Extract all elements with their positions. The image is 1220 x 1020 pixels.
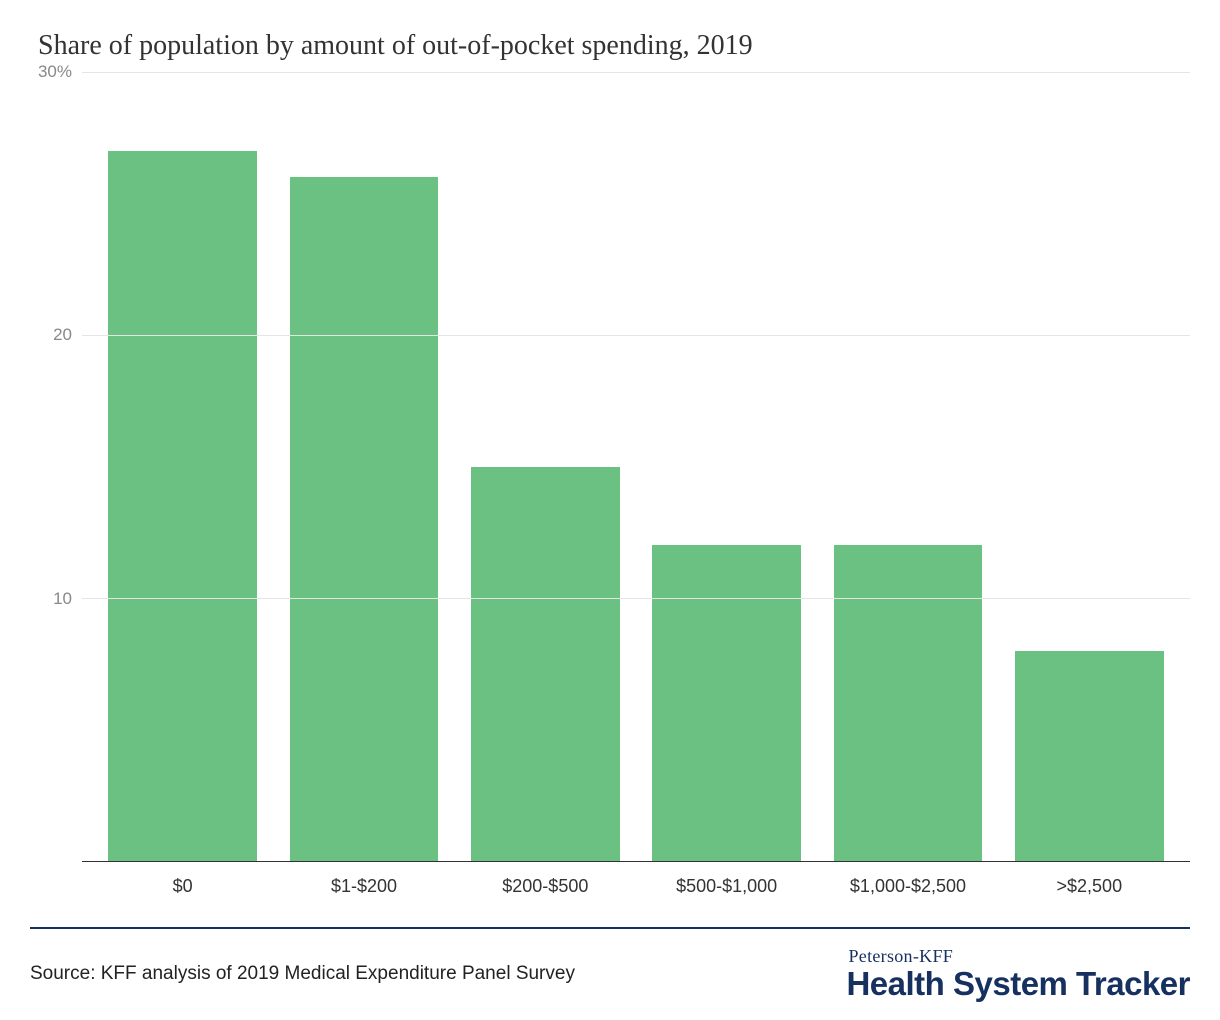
gridline [82,335,1190,336]
bars-group [82,72,1190,861]
bar-slot [92,72,273,861]
x-tick-label: $200-$500 [455,876,636,897]
x-tick-label: $1,000-$2,500 [817,876,998,897]
x-tick-label: $0 [92,876,273,897]
logo-top-line: Peterson-KFF [846,947,1190,965]
plot-region [82,72,1190,862]
bar [652,545,801,861]
bar [290,177,439,861]
y-tick-label: 30% [38,62,72,82]
bar-slot [273,72,454,861]
bar-slot [817,72,998,861]
bar [834,545,983,861]
logo-main-line: Health System Tracker [846,967,1190,1000]
x-tick-label: >$2,500 [999,876,1180,897]
bar-slot [455,72,636,861]
y-tick-label: 10 [53,589,72,609]
gridline [82,598,1190,599]
bar [471,467,620,862]
x-tick-label: $1-$200 [273,876,454,897]
bar-slot [636,72,817,861]
y-tick-label: 20 [53,325,72,345]
source-text: Source: KFF analysis of 2019 Medical Exp… [30,963,575,985]
chart-title: Share of population by amount of out-of-… [30,30,1190,62]
bar [1015,651,1164,861]
bar-slot [999,72,1180,861]
gridline [82,72,1190,73]
chart-container: Share of population by amount of out-of-… [30,30,1190,1000]
logo: Peterson-KFF Health System Tracker [846,947,1190,1000]
chart-footer: Source: KFF analysis of 2019 Medical Exp… [30,927,1190,1000]
x-tick-label: $500-$1,000 [636,876,817,897]
plot-wrapper: 102030% [30,72,1190,862]
x-axis: $0$1-$200$200-$500$500-$1,000$1,000-$2,5… [82,862,1190,897]
chart-area: 102030% $0$1-$200$200-$500$500-$1,000$1,… [30,72,1190,897]
y-axis: 102030% [30,72,82,862]
bar [108,151,257,861]
